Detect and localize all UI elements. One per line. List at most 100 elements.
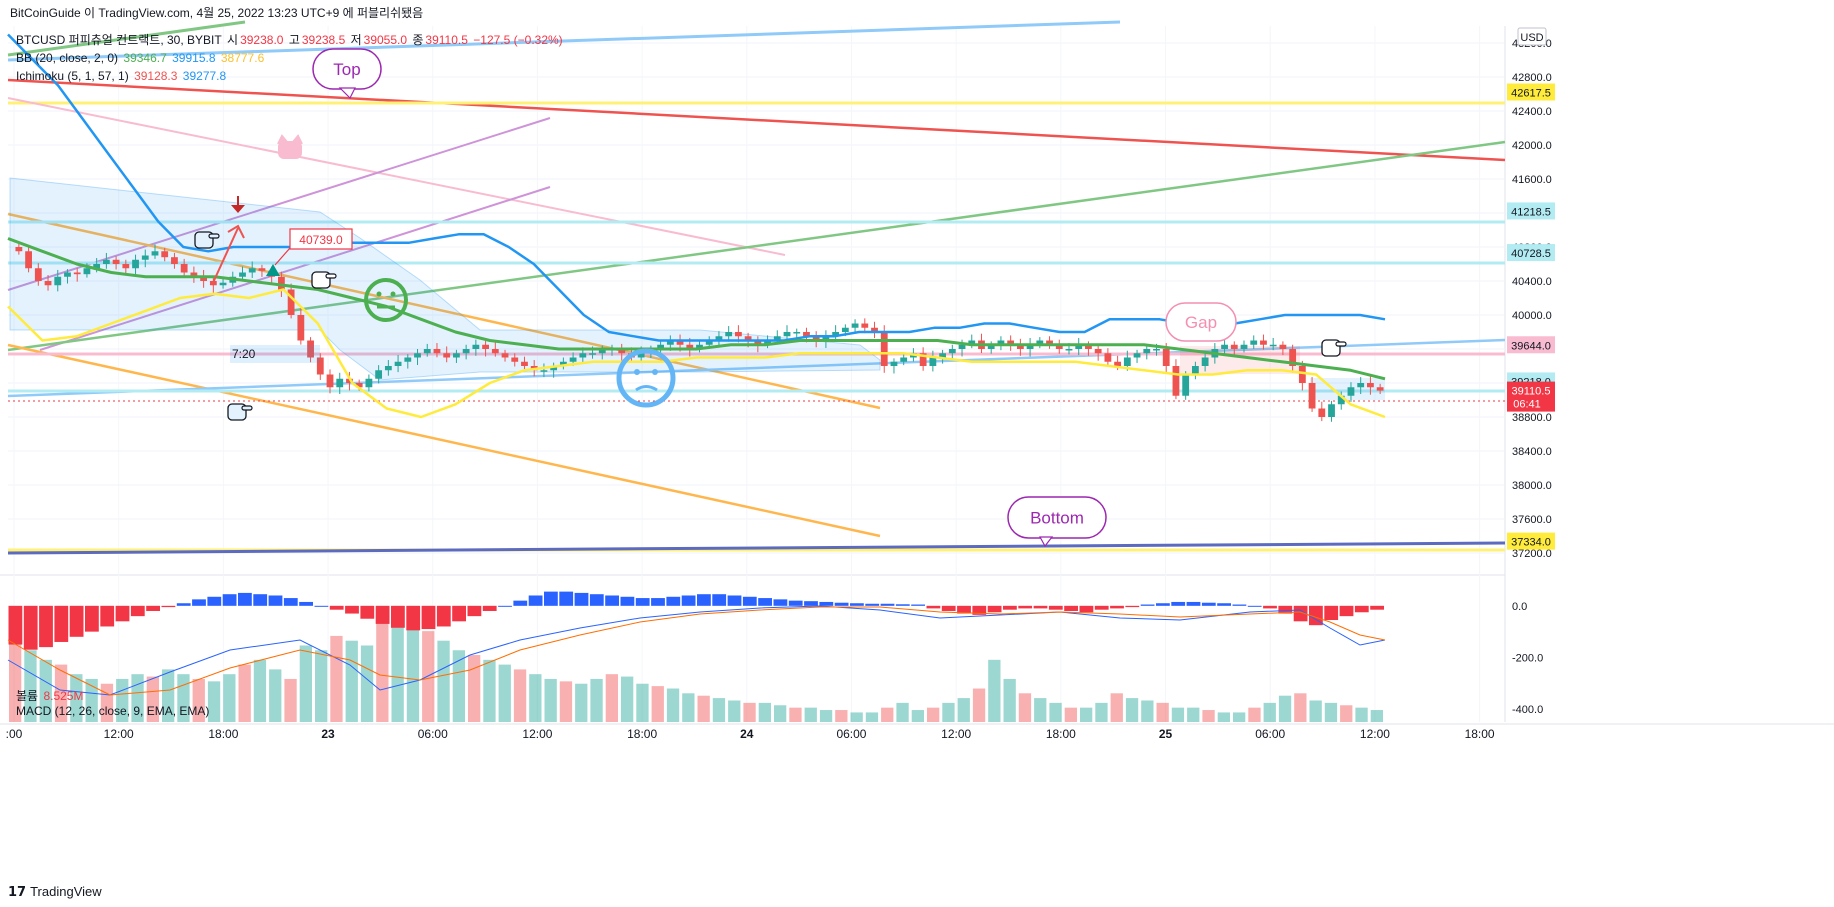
candle-body bbox=[890, 361, 898, 366]
confused-face-icon bbox=[616, 348, 676, 408]
candle-body bbox=[297, 315, 305, 341]
ichimoku-cloud bbox=[9, 177, 881, 381]
signal-line bbox=[7, 606, 1386, 696]
price-badge-label: 37334.0 bbox=[1511, 537, 1551, 549]
candle-body bbox=[919, 353, 927, 366]
candle-body bbox=[1279, 344, 1287, 349]
macd-histogram-bar bbox=[972, 605, 987, 615]
volume-bar bbox=[330, 635, 343, 722]
volume-legend: 볼륨 8.525M bbox=[16, 688, 85, 704]
candle-body bbox=[453, 353, 460, 358]
drawings-layer bbox=[7, 20, 1506, 555]
candle-body bbox=[1182, 374, 1190, 396]
volume-bar bbox=[146, 676, 159, 722]
price-tick-label: 38400.0 bbox=[1512, 446, 1552, 458]
o-label: 시 bbox=[227, 33, 239, 47]
volume-bar bbox=[269, 669, 282, 722]
price-badge bbox=[1507, 244, 1555, 262]
volume-bar bbox=[376, 621, 389, 722]
macd-histogram-bar bbox=[467, 605, 482, 617]
macd-histogram-bar bbox=[314, 605, 329, 607]
volume-bar bbox=[728, 700, 741, 722]
macd-histogram-bar bbox=[697, 594, 711, 606]
time-tick-label: 18:00 bbox=[1465, 727, 1495, 741]
time-tick-label: 23 bbox=[321, 727, 335, 741]
candle-body bbox=[1269, 344, 1277, 347]
candle-body bbox=[1260, 340, 1267, 345]
candle-body bbox=[73, 272, 81, 275]
trend-line-purple-2 bbox=[39, 186, 551, 351]
macd-histogram-bar bbox=[987, 605, 1002, 613]
volume-bar bbox=[437, 640, 450, 722]
candle-body bbox=[462, 349, 470, 354]
candle-body bbox=[355, 383, 363, 388]
candle-body bbox=[112, 259, 120, 264]
volume-bar bbox=[70, 674, 83, 722]
top-callout-tail bbox=[338, 87, 356, 100]
candle-body bbox=[861, 323, 869, 328]
volume-bar bbox=[1294, 693, 1307, 722]
candle-body bbox=[375, 370, 383, 379]
chart-attribution: BitCoinGuide 이 TradingView.com, 4월 25, 2… bbox=[10, 6, 424, 20]
price-badge-label: 40728.5 bbox=[1511, 248, 1551, 260]
macd-histogram-bar bbox=[1033, 605, 1048, 609]
price-tick-label: 41600.0 bbox=[1512, 174, 1552, 186]
macd-histogram-bar bbox=[498, 605, 512, 607]
candle-body bbox=[1240, 344, 1248, 349]
candle-body bbox=[1055, 344, 1063, 349]
macd-histogram-bar bbox=[544, 591, 558, 606]
candle-body bbox=[1094, 349, 1102, 354]
time-tick-label: 12:00 bbox=[522, 727, 552, 741]
candle-body bbox=[1201, 357, 1209, 366]
macd-histogram-bar bbox=[957, 605, 971, 614]
candle-body bbox=[773, 336, 781, 341]
candle-body bbox=[948, 349, 956, 354]
candle-body bbox=[433, 349, 441, 354]
volume-bar bbox=[1156, 702, 1169, 722]
candle-body bbox=[676, 340, 684, 345]
candle-body bbox=[666, 340, 674, 345]
macd-histogram-bar bbox=[1110, 605, 1124, 609]
macd-tick-label: -200.0 bbox=[1512, 652, 1543, 664]
volume-bar bbox=[253, 659, 267, 722]
candle-body bbox=[987, 344, 995, 349]
macd-histogram-bar bbox=[605, 595, 619, 606]
volume-bar bbox=[24, 650, 37, 722]
price-badge-label: 39644.0 bbox=[1511, 340, 1551, 352]
macd-histogram-bar bbox=[1064, 605, 1078, 611]
time-tick-label: 18:00 bbox=[208, 727, 238, 741]
candle-body bbox=[1075, 344, 1083, 349]
candle-body bbox=[316, 357, 324, 375]
price-badge bbox=[1507, 336, 1555, 354]
volume-bar bbox=[1110, 693, 1123, 722]
volume-bar bbox=[345, 640, 358, 722]
candle-body bbox=[1007, 340, 1015, 345]
macd-histogram-bar bbox=[804, 601, 818, 606]
h-value: 39238.5 bbox=[301, 33, 346, 47]
candle-body bbox=[968, 340, 976, 345]
ichimoku-legend: Ichimoku (5, 1, 57, 1) 39128.3 39277.8 bbox=[16, 68, 228, 84]
trend-line-blue-mid bbox=[7, 338, 1506, 398]
candle-body bbox=[443, 353, 451, 358]
candle-body bbox=[686, 344, 694, 349]
l-value: 39055.0 bbox=[363, 33, 408, 47]
volume-bar bbox=[513, 669, 527, 722]
neutral-face-icon bbox=[364, 278, 408, 322]
volume-bar bbox=[238, 664, 251, 722]
macd-histogram-bar bbox=[1156, 603, 1170, 606]
price-axis[interactable]: 43200.042800.042400.042000.041600.041200… bbox=[1507, 27, 1555, 716]
candle-body bbox=[521, 361, 528, 366]
tradingview-footer[interactable]: 𝟭𝟳 TradingView bbox=[8, 881, 102, 903]
volume-bar bbox=[1309, 700, 1322, 722]
trend-line-red bbox=[7, 78, 1506, 162]
macd-histogram-bar bbox=[23, 605, 38, 650]
candle-body bbox=[783, 332, 791, 337]
macd-histogram-bar bbox=[834, 602, 849, 606]
macd-histogram-bar bbox=[1232, 604, 1247, 606]
time-axis[interactable]: :00 12:00 18:00 23 06:00 12:00 18:00 24 06:00 12:… bbox=[6, 727, 1495, 741]
price-tick-label: 42800.0 bbox=[1512, 72, 1552, 84]
price-tick-label: 42000.0 bbox=[1512, 140, 1552, 152]
candle-body bbox=[501, 353, 509, 358]
volume-bar bbox=[927, 707, 940, 722]
